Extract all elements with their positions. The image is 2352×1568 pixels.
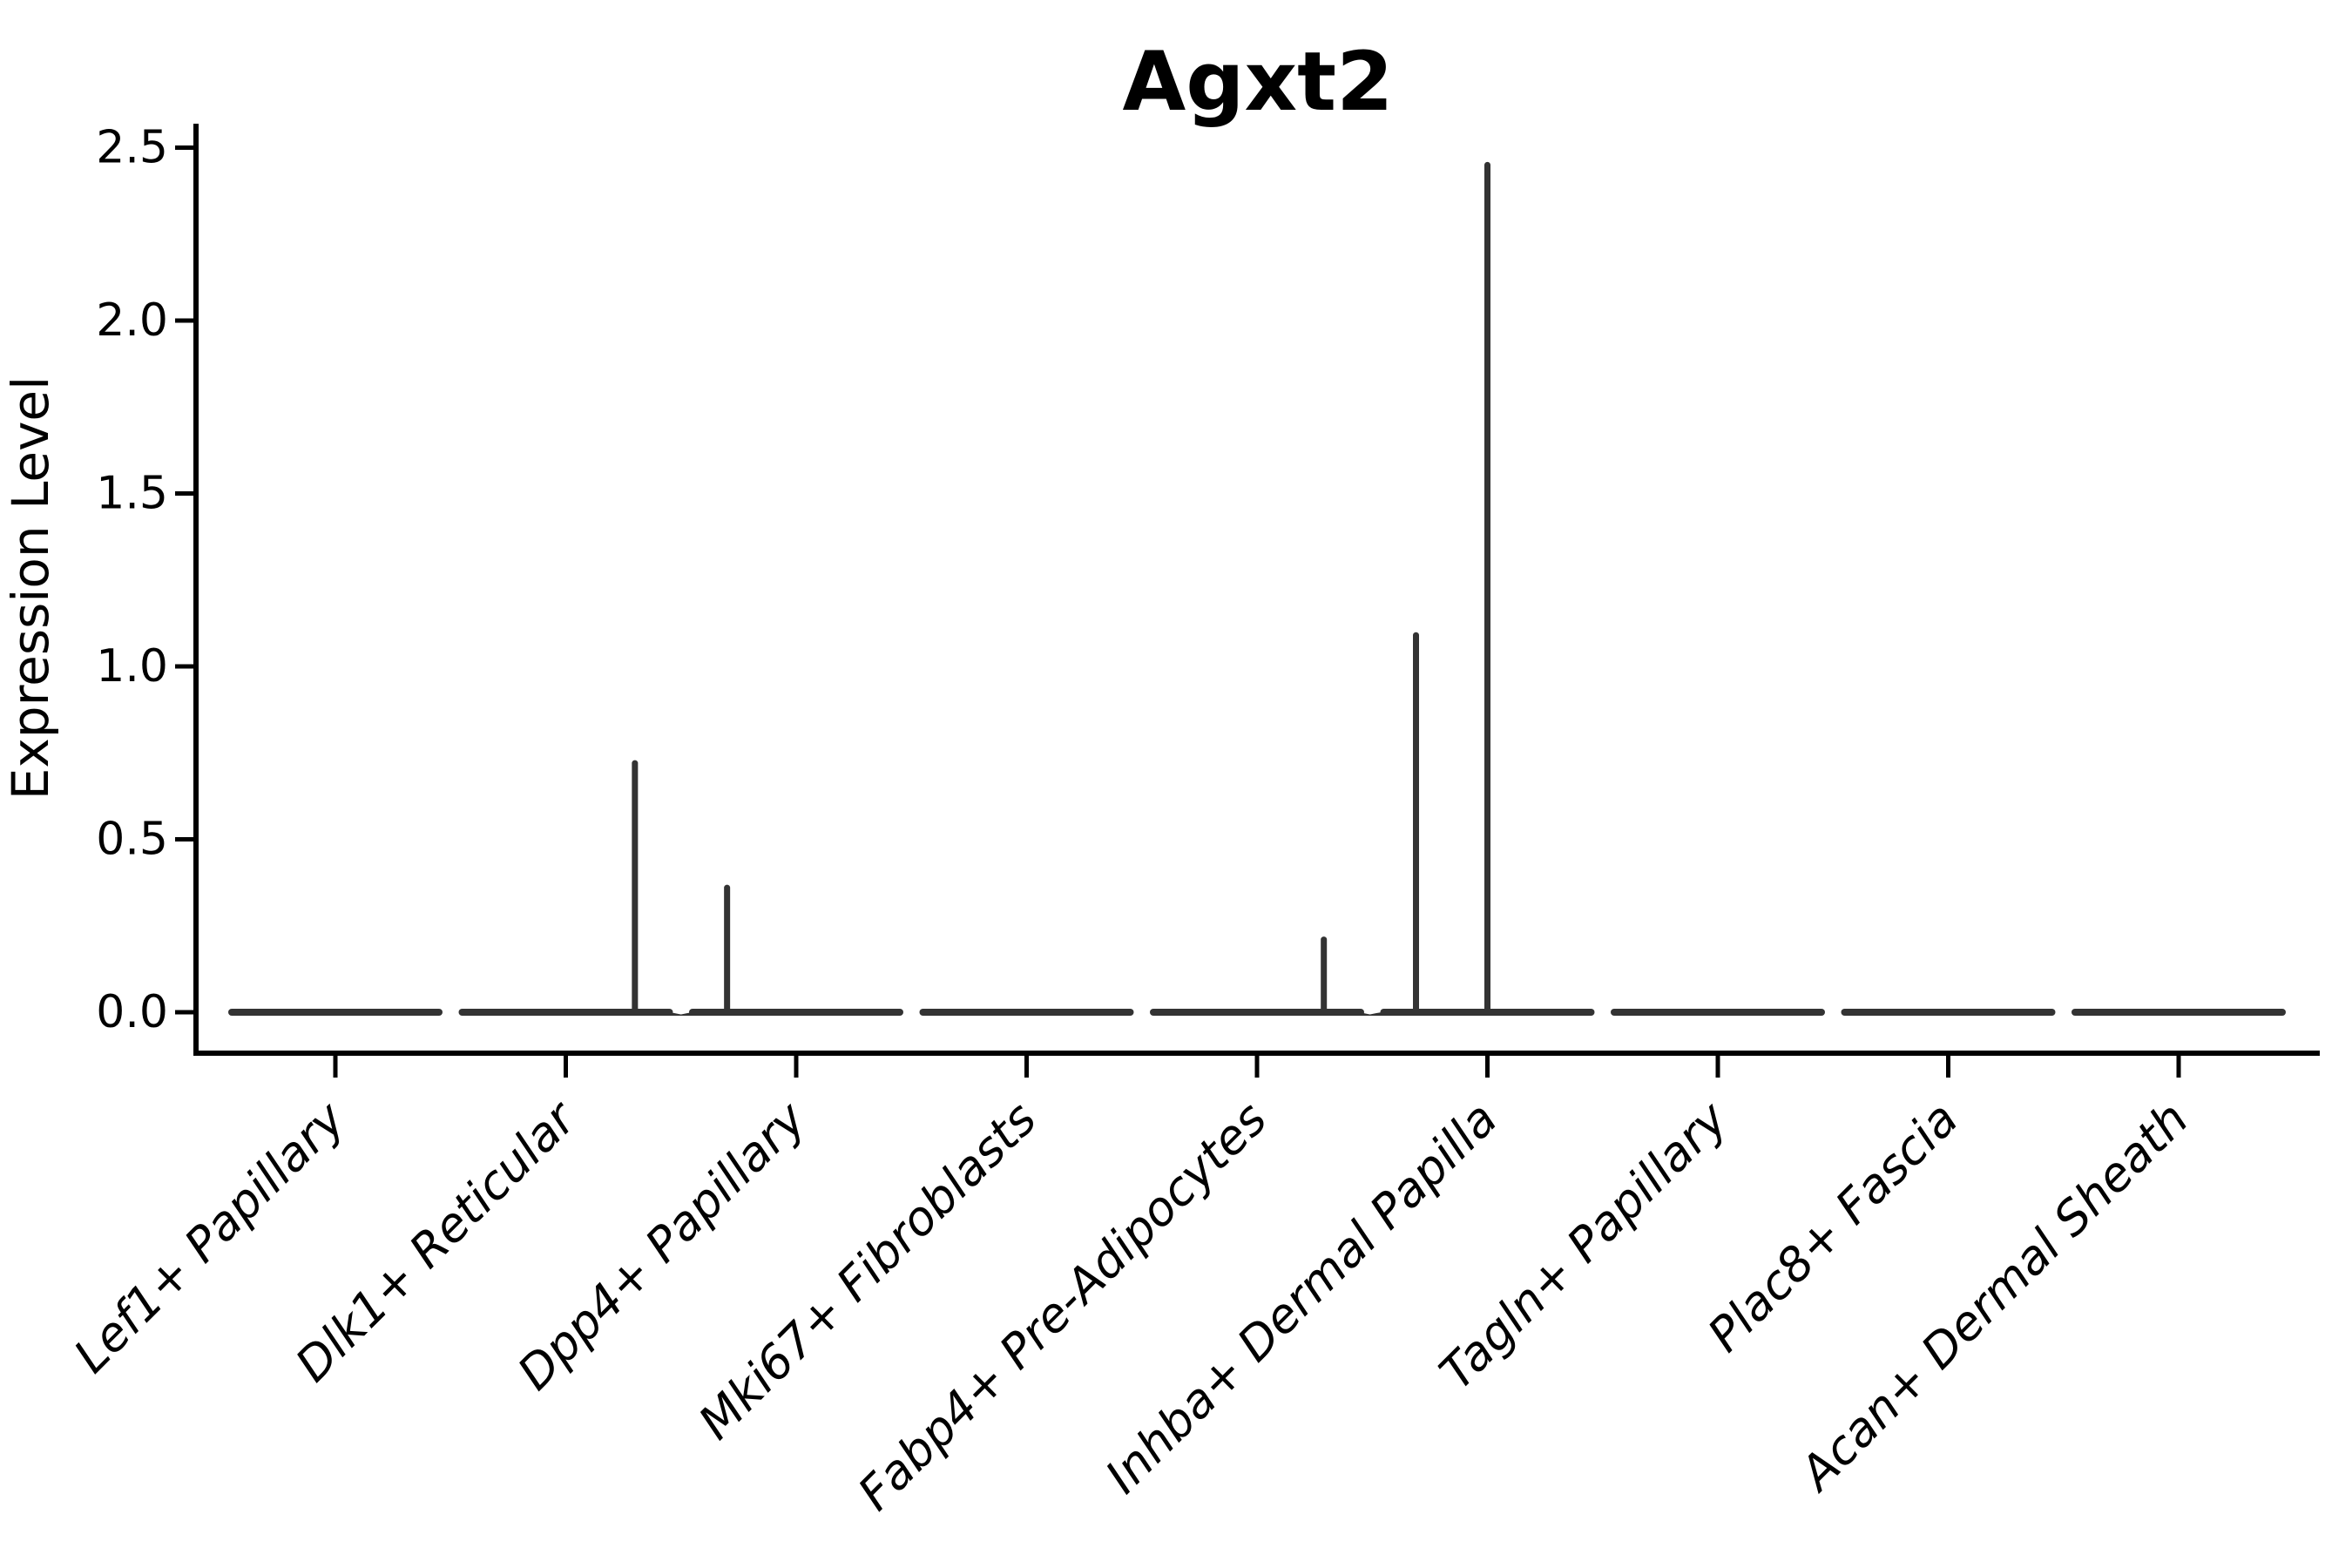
y-tick-label: 2.5 bbox=[96, 122, 168, 174]
y-tick-label: 0.0 bbox=[96, 986, 168, 1038]
y-tick-label: 1.0 bbox=[96, 640, 168, 693]
x-tick-label: Fabp4+ Pre-Adipocytes bbox=[848, 1092, 1277, 1521]
x-tick-label: Acan+ Dermal Sheath bbox=[1788, 1092, 2199, 1503]
chart-title: Agxt2 bbox=[1122, 35, 1393, 130]
y-axis-label: Expression Level bbox=[1, 376, 60, 800]
y-tick-label: 1.5 bbox=[96, 468, 168, 520]
x-tick-label: Inhba+ Dermal Papilla bbox=[1095, 1092, 1508, 1504]
y-tick-label: 2.0 bbox=[96, 294, 168, 347]
y-tick-label: 0.5 bbox=[96, 814, 168, 866]
x-tick-label: Plac8+ Fascia bbox=[1697, 1092, 1968, 1362]
